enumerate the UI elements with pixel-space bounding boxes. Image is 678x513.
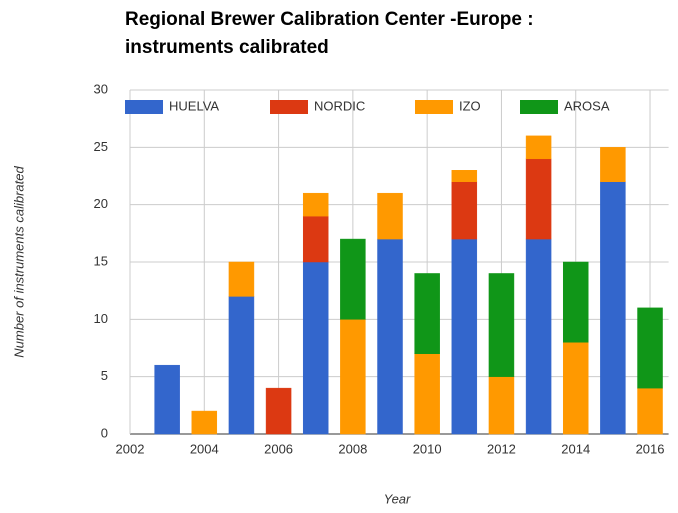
bar-segment (562, 261, 589, 343)
y-tick-label: 30 (94, 81, 108, 96)
bar-segment (265, 387, 292, 435)
legend-label: NORDIC (314, 98, 365, 113)
y-tick-label: 20 (94, 196, 108, 211)
legend-swatch (270, 100, 308, 114)
bar-segment (414, 273, 440, 354)
bar-segment (637, 307, 663, 389)
bar-segment (451, 181, 478, 240)
bar-segment (525, 238, 552, 435)
legend-label: IZO (459, 98, 481, 113)
x-tick-label: 2012 (487, 441, 516, 456)
bar-segment (377, 192, 403, 240)
bar-segment (600, 181, 626, 435)
bar-segment (451, 170, 478, 182)
bar-segment (377, 238, 403, 435)
bar-segment (637, 387, 663, 435)
bar-segment (228, 296, 255, 435)
y-tick-label: 15 (94, 253, 108, 268)
bar-segment (302, 215, 329, 263)
y-axis-label: Number of instruments calibrated (11, 166, 26, 358)
bar-segment (562, 342, 589, 435)
y-tick-label: 25 (94, 139, 108, 154)
y-tick-label: 5 (101, 368, 108, 383)
bar-segment (600, 147, 626, 182)
bar-segment (525, 135, 552, 160)
bar-segment (488, 273, 515, 377)
x-tick-label: 2010 (413, 441, 442, 456)
x-axis-label: Year (384, 491, 411, 506)
chart-title: instruments calibrated (125, 37, 329, 58)
bar-segment (154, 364, 180, 435)
legend-swatch (520, 100, 558, 114)
bar-segment (340, 238, 366, 320)
bar-segment (414, 353, 440, 435)
bar-segment (525, 158, 552, 240)
legend-swatch (125, 100, 163, 114)
legend-label: AROSA (564, 98, 610, 113)
x-tick-label: 2008 (338, 441, 367, 456)
bar-segment (488, 376, 515, 435)
x-tick-label: 2016 (636, 441, 665, 456)
bar-segment (191, 410, 218, 435)
x-tick-label: 2004 (190, 441, 219, 456)
bar-segment (302, 261, 329, 435)
legend-swatch (415, 100, 453, 114)
bar-segment (302, 192, 329, 217)
x-tick-label: 2002 (116, 441, 145, 456)
bar-segment (340, 319, 366, 435)
legend-label: HUELVA (169, 98, 219, 113)
y-tick-label: 0 (101, 425, 108, 440)
bar-segment (451, 238, 478, 435)
chart-title: Regional Brewer Calibration Center -Euro… (125, 9, 534, 30)
y-tick-label: 10 (94, 311, 108, 326)
bar-segment (228, 261, 255, 297)
x-tick-label: 2006 (264, 441, 293, 456)
x-tick-label: 2014 (561, 441, 590, 456)
